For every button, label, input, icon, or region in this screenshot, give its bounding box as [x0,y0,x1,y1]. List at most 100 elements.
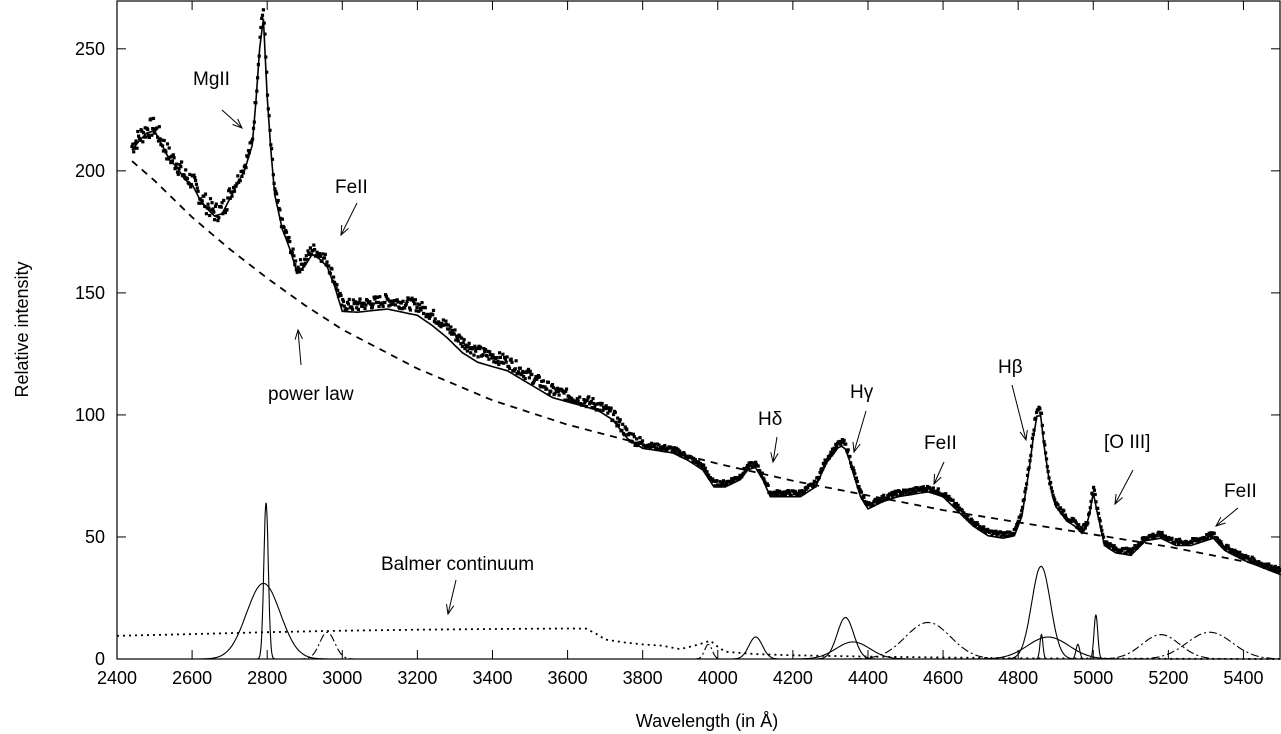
data-point [1031,432,1035,436]
data-point [386,298,390,302]
data-point [422,311,426,316]
data-point [792,489,796,493]
data-point [699,463,703,467]
mgii-narrow-component [257,502,276,660]
data-point [1256,562,1260,566]
data-point [396,300,400,304]
data-point [387,304,391,308]
data-point [921,485,925,489]
data-point [725,482,729,486]
data-point [211,207,215,211]
data-point [341,298,345,302]
data-point [1170,536,1174,540]
data-point [1046,469,1050,473]
x-tick-label: 2600 [172,668,212,688]
data-point [507,364,511,369]
data-point [165,157,169,161]
data-point [562,391,566,395]
data-point [1231,552,1235,556]
data-point [528,369,532,373]
data-point [423,306,427,310]
data-point [986,527,990,531]
data-point [1058,506,1063,510]
data-point [589,399,593,404]
data-point [956,503,960,507]
data-point [180,160,184,164]
data-point [291,247,295,251]
data-point [575,397,579,401]
data-point [1049,480,1053,485]
data-point [1011,531,1015,536]
data-point [417,303,422,307]
data-point [1064,516,1068,520]
data-point [255,89,259,93]
data-point [135,146,139,150]
data-point [1024,486,1028,491]
data-point [1195,539,1199,543]
feii-uv-component [297,631,358,660]
data-point [370,305,374,309]
data-point [1218,542,1222,546]
data-point [931,486,935,490]
annotation-arrow-shaft [1215,507,1239,527]
data-point [1088,506,1092,510]
data-point [920,487,924,491]
data-point [202,194,206,198]
data-point [270,157,275,161]
data-point [990,533,994,537]
data-point [663,444,667,448]
data-point [1217,538,1221,542]
data-point [907,491,911,495]
data-point [680,451,684,455]
data-point [1230,548,1234,552]
data-point [1122,547,1126,551]
data-point [1101,532,1105,536]
data-point [812,479,816,483]
data-point [431,308,436,312]
data-point [356,307,360,311]
data-point [1069,519,1073,523]
data-point [697,460,701,464]
data-point [914,490,918,494]
annotation-arrow-head [1114,494,1123,506]
data-point [455,334,459,338]
data-point [278,208,282,212]
data-point [1056,503,1060,507]
data-point [1075,525,1079,529]
data-point [216,219,220,223]
data-point [243,163,247,167]
data-point [906,488,911,492]
data-point [1050,489,1054,494]
data-point [598,408,602,412]
data-point [266,107,270,111]
data-point [972,521,976,525]
data-point [944,492,948,496]
data-point [750,465,754,469]
data-point [840,438,844,442]
data-point [632,435,636,439]
data-point [848,455,852,459]
data-point [1116,550,1120,554]
data-point [1132,546,1136,550]
data-point [440,322,444,326]
data-point [568,396,572,400]
data-point [879,499,883,503]
data-point [269,143,273,147]
data-point [585,398,589,403]
data-point [280,217,284,221]
data-point [175,162,179,166]
data-point [204,212,208,216]
data-point [157,125,161,129]
data-point [167,146,171,150]
data-point [273,187,277,191]
data-point [225,208,229,212]
data-point [839,442,843,446]
data-point [193,176,197,180]
x-tick-label: 3600 [548,668,588,688]
data-point [523,376,527,381]
data-point [342,304,346,308]
data-point [700,466,704,470]
data-point [246,149,251,153]
annotation-label: Hβ [998,357,1023,378]
